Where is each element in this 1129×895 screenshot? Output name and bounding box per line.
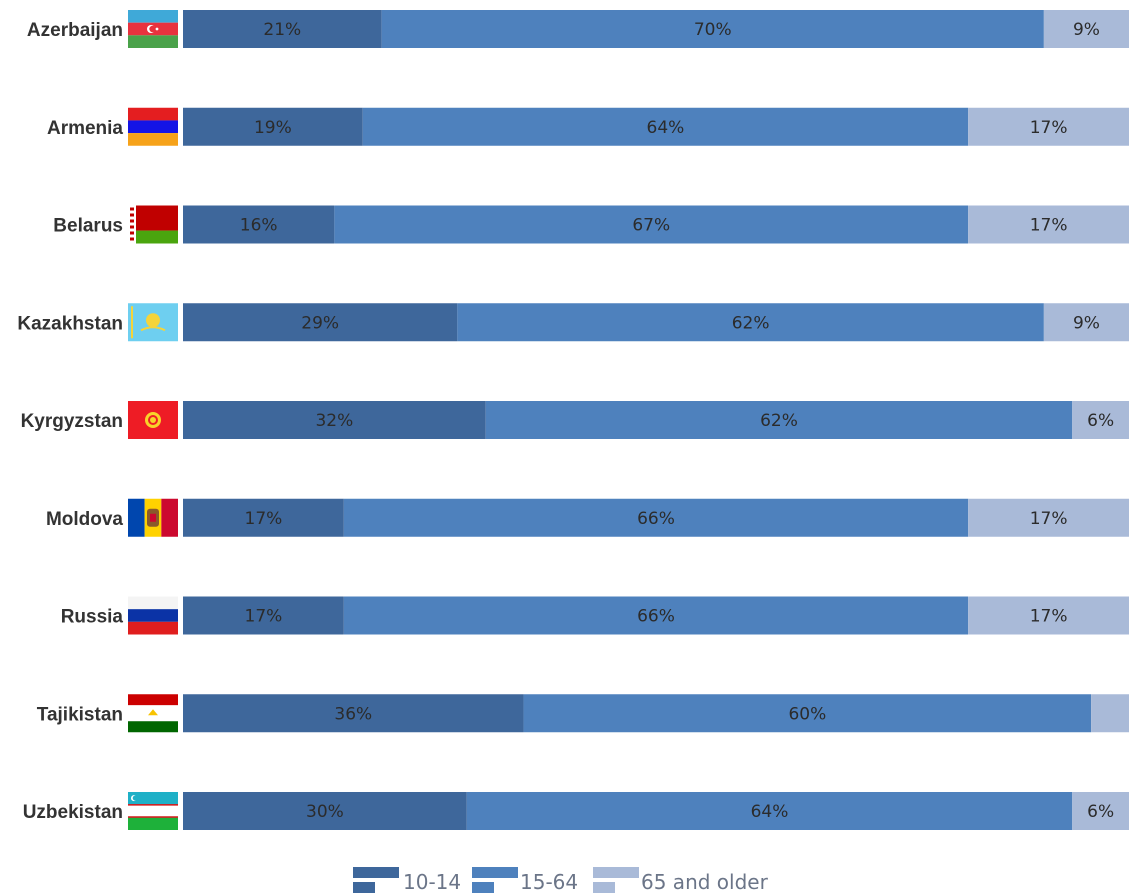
bar-segment-15-64 xyxy=(334,205,969,244)
data-label: 17% xyxy=(1030,118,1068,138)
legend-label: 10-14 xyxy=(403,870,461,894)
country-label: Tajikistan xyxy=(37,704,123,725)
row-kazakhstan: Kazakhstan 29% 62% 9% xyxy=(17,303,1129,342)
bar-segment-10-14 xyxy=(183,792,467,830)
kyrgyzstan-flag-icon xyxy=(128,401,178,439)
bar-segment-65-and-older xyxy=(968,107,1129,146)
data-label: 9% xyxy=(1073,20,1100,40)
legend-item-10-14: 10-14 xyxy=(353,867,461,894)
country-label: Kyrgyzstan xyxy=(21,411,123,432)
country-label: Russia xyxy=(61,607,124,628)
bar-segment-10-14 xyxy=(183,303,458,342)
data-label: 6% xyxy=(1087,802,1114,822)
data-label: 36% xyxy=(334,704,372,724)
legend-item-15-64: 15-64 xyxy=(472,867,578,894)
data-label: 62% xyxy=(760,411,798,431)
data-label: 17% xyxy=(1030,509,1068,529)
row-tajikistan: Tajikistan 36% 60% xyxy=(37,694,1129,733)
bar-segment-10-14 xyxy=(183,205,335,244)
bar-segment-15-64 xyxy=(485,401,1073,439)
bar-segment-10-14 xyxy=(183,498,344,537)
bar-segment-10-14 xyxy=(183,107,363,146)
bar-segment-15-64 xyxy=(457,303,1044,342)
bar-segment-15-64 xyxy=(381,10,1044,48)
data-label: 17% xyxy=(1030,607,1068,627)
chart-rows: Azerbaijan 21% 70% 9%Armenia 19% 64% 17%Belaru… xyxy=(17,10,1129,830)
legend-swatch-icon xyxy=(593,867,639,893)
bar-segment-10-14 xyxy=(183,10,382,48)
bar-segment-15-64 xyxy=(343,498,969,537)
bar-segment-65-and-older xyxy=(1091,694,1129,733)
bar-segment-65-and-older xyxy=(1072,792,1129,830)
bar-segment-10-14 xyxy=(183,694,524,733)
row-armenia: Armenia 19% 64% 17% xyxy=(47,107,1129,146)
bar-segment-65-and-older xyxy=(968,205,1129,244)
data-label: 17% xyxy=(1030,216,1068,236)
data-label: 66% xyxy=(637,607,675,627)
row-russia: Russia 17% 66% 17% xyxy=(61,596,1129,635)
azerbaijan-flag-icon xyxy=(128,10,178,48)
legend-label: 65 and older xyxy=(641,870,769,894)
bar-segment-15-64 xyxy=(523,694,1092,733)
legend-label: 15-64 xyxy=(520,870,578,894)
country-label: Azerbaijan xyxy=(27,20,123,41)
tajikistan-flag-icon xyxy=(128,694,178,733)
data-label: 62% xyxy=(732,313,770,333)
bar-segment-10-14 xyxy=(183,401,486,439)
armenia-flag-icon xyxy=(128,107,178,146)
country-label: Uzbekistan xyxy=(23,802,123,823)
data-label: 19% xyxy=(254,118,292,138)
data-label: 66% xyxy=(637,509,675,529)
data-label: 30% xyxy=(306,802,344,822)
legend-swatch-icon xyxy=(353,867,399,893)
bar-segment-10-14 xyxy=(183,596,344,635)
data-label: 70% xyxy=(694,20,732,40)
country-label: Armenia xyxy=(47,118,123,139)
legend-item-65-and-older: 65 and older xyxy=(593,867,769,894)
russia-flag-icon xyxy=(128,596,178,635)
kazakhstan-flag-icon xyxy=(128,303,178,342)
bar-segment-65-and-older xyxy=(968,498,1129,537)
data-label: 21% xyxy=(263,20,301,40)
row-belarus: Belarus 16% 67% 17% xyxy=(53,205,1129,244)
row-moldova: Moldova 17% 66% 17% xyxy=(46,498,1129,537)
data-label: 60% xyxy=(788,704,826,724)
country-label: Belarus xyxy=(53,216,123,237)
legend: 10-14 15-64 65 and older xyxy=(353,867,769,894)
bar-segment-65-and-older xyxy=(1072,401,1129,439)
data-label: 67% xyxy=(632,216,670,236)
row-kyrgyzstan: Kyrgyzstan 32% 62% 6% xyxy=(21,401,1129,439)
data-label: 6% xyxy=(1087,411,1114,431)
moldova-flag-icon xyxy=(128,498,178,537)
belarus-flag-icon xyxy=(128,205,178,244)
bar-segment-65-and-older xyxy=(1043,10,1129,48)
data-label: 17% xyxy=(245,607,283,627)
data-label: 9% xyxy=(1073,313,1100,333)
country-label: Kazakhstan xyxy=(17,313,123,334)
legend-swatch-icon xyxy=(472,867,518,893)
bar-segment-15-64 xyxy=(466,792,1073,830)
bar-segment-65-and-older xyxy=(1043,303,1129,342)
data-label: 16% xyxy=(240,216,278,236)
data-label: 17% xyxy=(245,509,283,529)
data-label: 29% xyxy=(301,313,339,333)
data-label: 64% xyxy=(647,118,685,138)
country-label: Moldova xyxy=(46,509,123,530)
data-label: 32% xyxy=(315,411,353,431)
uzbekistan-flag-icon xyxy=(128,792,178,830)
row-uzbekistan: Uzbekistan 30% 64% 6% xyxy=(23,792,1129,830)
bar-segment-15-64 xyxy=(343,596,969,635)
bar-segment-65-and-older xyxy=(968,596,1129,635)
row-azerbaijan: Azerbaijan 21% 70% 9% xyxy=(27,10,1129,48)
data-label: 64% xyxy=(751,802,789,822)
bar-segment-15-64 xyxy=(362,107,969,146)
